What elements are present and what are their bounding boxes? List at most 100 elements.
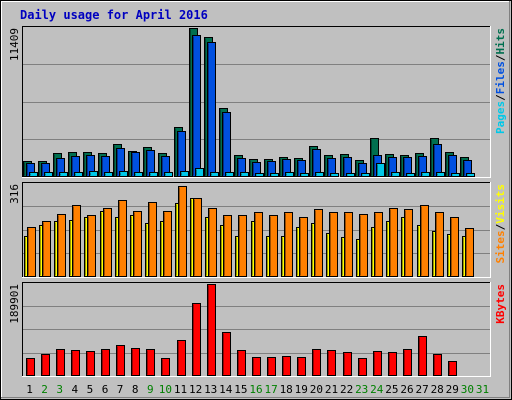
bar-kbytes-day-24 (373, 351, 382, 376)
bar-pages-day-22 (346, 173, 355, 177)
bar-pages-day-15 (240, 172, 249, 177)
x-tick-label-day-6: 6 (102, 383, 109, 396)
bar-pages-day-7 (119, 171, 128, 177)
bar-pages-day-24 (376, 163, 385, 177)
bar-sites-day-15 (238, 215, 247, 277)
x-tick-label-day-4: 4 (71, 383, 78, 396)
bar-pages-day-29 (451, 173, 460, 177)
bar-pages-day-26 (406, 173, 415, 177)
bar-sites-day-30 (465, 228, 474, 277)
bar-pages-day-19 (300, 173, 309, 177)
bar-sites-day-18 (284, 212, 293, 277)
bar-pages-day-17 (270, 173, 279, 177)
bar-sites-day-12 (193, 198, 202, 277)
y-max-label-bottom: 189901 (8, 284, 21, 324)
bar-kbytes-day-7 (116, 345, 125, 376)
bar-kbytes-day-2 (41, 354, 50, 376)
bar-pages-day-23 (361, 173, 370, 177)
bar-pages-day-10 (164, 172, 173, 177)
bar-pages-day-8 (134, 172, 143, 177)
panel-middle: 316 Sites/Visits (8, 182, 507, 278)
bar-sites-day-1 (27, 227, 36, 277)
bar-kbytes-day-12 (192, 303, 201, 376)
x-tick-label-day-16: 16 (249, 383, 262, 396)
x-tick-label-day-18: 18 (280, 383, 293, 396)
x-tick-label-day-28: 28 (431, 383, 444, 396)
x-tick-label-day-12: 12 (189, 383, 202, 396)
x-tick-label-day-23: 23 (355, 383, 368, 396)
bar-pages-day-5 (89, 171, 98, 177)
bar-sites-day-3 (57, 214, 66, 277)
plot-area-top (22, 26, 490, 177)
bar-sites-day-24 (374, 212, 383, 277)
bar-kbytes-day-18 (282, 356, 291, 376)
legend-entry: Sites (494, 230, 507, 263)
bar-kbytes-day-3 (56, 349, 65, 376)
x-tick-label-day-2: 2 (41, 383, 48, 396)
bar-sites-day-8 (133, 211, 142, 277)
bar-kbytes-day-20 (312, 349, 321, 376)
legend-separator: / (494, 54, 507, 61)
bar-sites-day-23 (359, 214, 368, 277)
x-tick-label-day-30: 30 (461, 383, 474, 396)
bar-sites-day-25 (389, 208, 398, 277)
y-max-label-top: 11409 (8, 28, 21, 61)
bar-kbytes-day-14 (222, 332, 231, 376)
panel-bottom: 189901 KBytes (8, 282, 507, 377)
bar-kbytes-day-10 (161, 358, 170, 376)
bar-sites-day-13 (208, 208, 217, 277)
bar-kbytes-day-28 (433, 354, 442, 376)
bar-pages-day-27 (421, 172, 430, 177)
x-tick-label-day-21: 21 (325, 383, 338, 396)
bar-pages-day-25 (391, 172, 400, 177)
x-tick-label-day-3: 3 (56, 383, 63, 396)
bar-sites-day-11 (178, 186, 187, 277)
x-tick-label-day-26: 26 (400, 383, 413, 396)
bar-pages-day-20 (315, 172, 324, 177)
bar-sites-day-7 (118, 200, 127, 277)
bar-sites-day-29 (450, 217, 459, 277)
legend-separator: / (494, 223, 507, 230)
bar-pages-day-18 (285, 172, 294, 177)
legend-entry: Pages (494, 101, 507, 134)
bar-sites-day-20 (314, 209, 323, 277)
x-tick-label-day-1: 1 (26, 383, 33, 396)
bar-pages-day-9 (149, 172, 158, 177)
x-axis-labels: 1 2 3 4 5 6 7 8 9 10 11 12 13 14 15 16 17 18 19 20 21 22 23 24 2… (26, 383, 489, 396)
bar-kbytes-day-23 (358, 358, 367, 376)
bar-kbytes-day-22 (343, 352, 352, 376)
x-tick-label-day-25: 25 (385, 383, 398, 396)
bar-sites-day-14 (223, 215, 232, 277)
bar-sites-day-19 (299, 217, 308, 277)
bar-pages-day-14 (225, 172, 234, 177)
x-tick-label-day-22: 22 (340, 383, 353, 396)
bar-kbytes-day-17 (267, 357, 276, 376)
bar-sites-day-2 (42, 221, 51, 277)
legend-entry: Files (494, 61, 507, 94)
bar-kbytes-day-27 (418, 336, 427, 376)
bar-sites-day-6 (103, 208, 112, 277)
bar-pages-day-21 (330, 173, 339, 177)
bar-kbytes-day-15 (237, 350, 246, 376)
bar-sites-day-16 (254, 212, 263, 277)
bar-pages-day-13 (210, 172, 219, 177)
legend-bottom: KBytes (494, 284, 507, 324)
bar-pages-day-30 (466, 173, 475, 177)
x-tick-label-day-17: 17 (264, 383, 277, 396)
bar-kbytes-day-21 (327, 350, 336, 376)
bar-kbytes-day-16 (252, 357, 261, 376)
x-tick-label-day-13: 13 (204, 383, 217, 396)
bar-pages-day-3 (59, 172, 68, 177)
legend-entry: Hits (494, 28, 507, 55)
bar-kbytes-day-11 (177, 340, 186, 376)
legend-middle: Sites/Visits (494, 184, 507, 264)
bar-sites-day-10 (163, 211, 172, 277)
bar-sites-day-21 (329, 212, 338, 277)
bar-kbytes-day-5 (86, 351, 95, 376)
bar-sites-day-5 (87, 215, 96, 277)
x-tick-label-day-31: 31 (476, 383, 489, 396)
bar-pages-day-12 (195, 168, 204, 177)
bar-sites-day-17 (269, 215, 278, 277)
